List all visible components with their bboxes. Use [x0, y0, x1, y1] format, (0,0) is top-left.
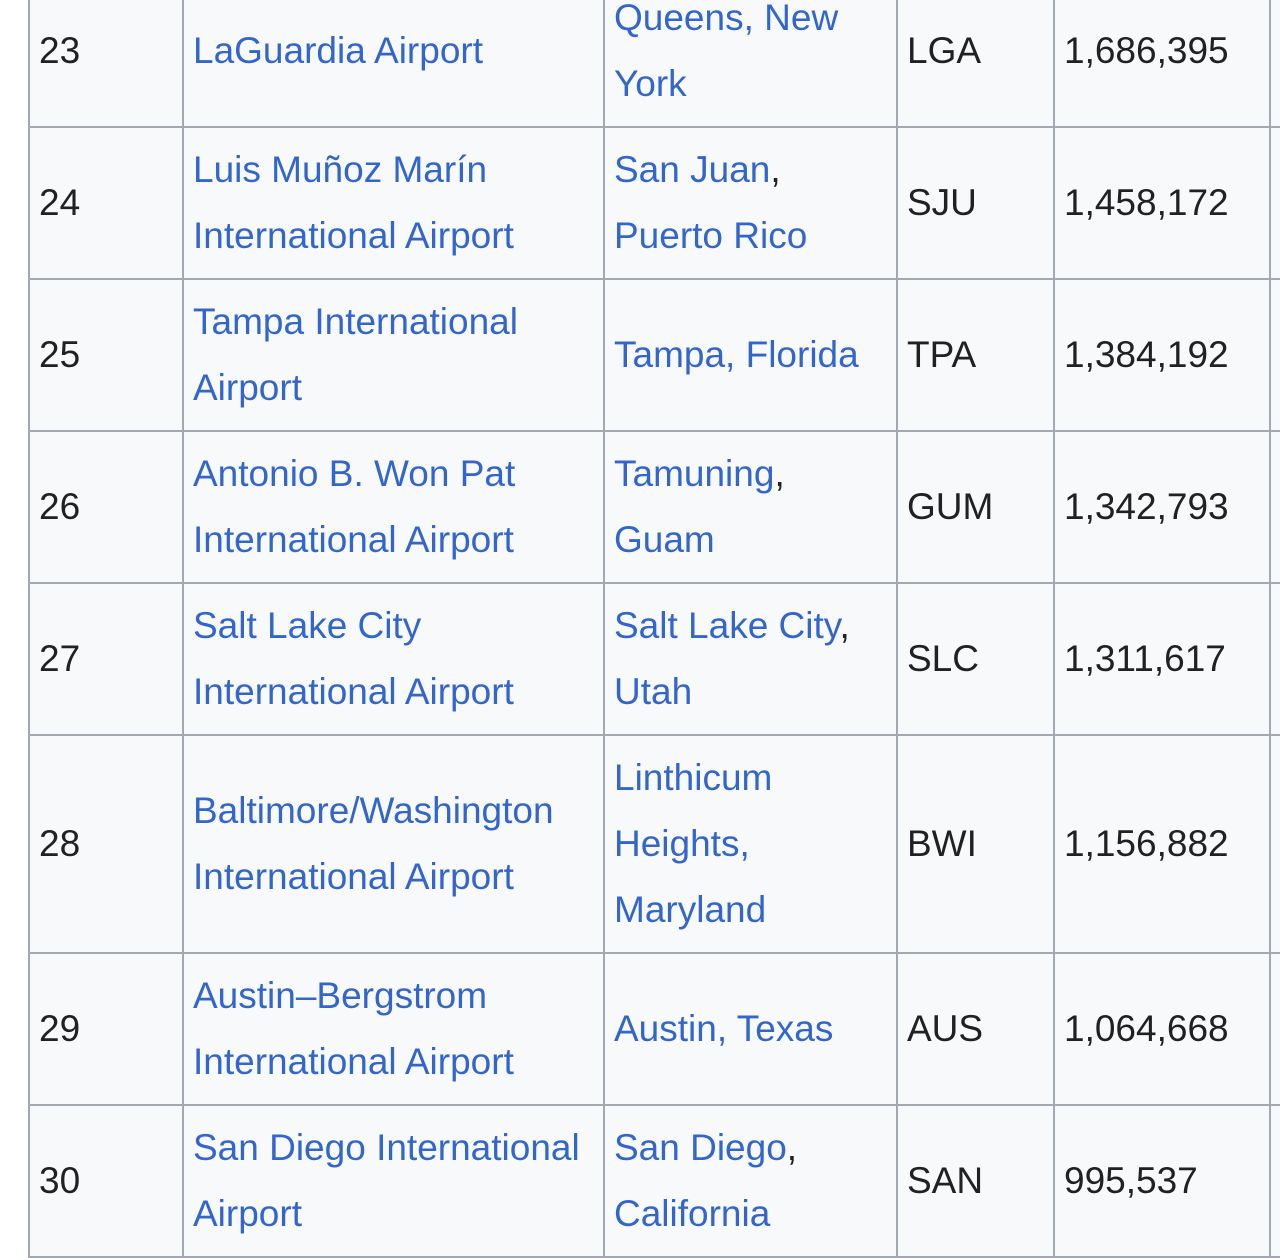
- airport-link[interactable]: San Diego International Airport: [193, 1127, 580, 1234]
- iata-code-cell: LGA: [896, 0, 1055, 128]
- passengers-cell: 1,458,172: [1053, 126, 1271, 280]
- location-cell: Tampa, Florida: [603, 278, 898, 432]
- overflow-column-cell: [1269, 1104, 1280, 1258]
- airport-cell: Antonio B. Won Pat International Airport: [182, 430, 605, 584]
- location-cell: San Juan, Puerto Rico: [603, 126, 898, 280]
- rank-cell: 28: [28, 734, 184, 954]
- passengers-cell: 1,686,395: [1053, 0, 1271, 128]
- passengers-cell: 1,384,192: [1053, 278, 1271, 432]
- table-body: 23 LaGuardia Airport Queens, New York LGA 1,…: [28, 0, 1280, 1258]
- airport-cell: Luis Muñoz Marín International Airport: [182, 126, 605, 280]
- rank-cell: 25: [28, 278, 184, 432]
- location-link[interactable]: Queens, New York: [614, 0, 839, 104]
- location-separator: ,: [786, 1127, 798, 1168]
- table-row: 25 Tampa International Airport Tampa, Flor…: [28, 278, 1280, 432]
- overflow-column-cell: [1269, 734, 1280, 954]
- iata-code-cell: AUS: [896, 952, 1055, 1106]
- location-region-link[interactable]: California: [614, 1193, 771, 1234]
- iata-code-cell: BWI: [896, 734, 1055, 954]
- location-cell: San Diego, California: [603, 1104, 898, 1258]
- rank-cell: 24: [28, 126, 184, 280]
- airport-cell: San Diego International Airport: [182, 1104, 605, 1258]
- iata-code-cell: GUM: [896, 430, 1055, 584]
- overflow-column-cell: [1269, 278, 1280, 432]
- passengers-cell: 1,311,617: [1053, 582, 1271, 736]
- location-link[interactable]: Tamuning: [614, 453, 775, 494]
- location-region-link[interactable]: Guam: [614, 519, 715, 560]
- airport-link[interactable]: Austin–Bergstrom International Airport: [193, 975, 514, 1082]
- passengers-cell: 1,342,793: [1053, 430, 1271, 584]
- location-separator: ,: [839, 605, 850, 646]
- iata-code-cell: SAN: [896, 1104, 1055, 1258]
- location-link[interactable]: Salt Lake City: [614, 605, 840, 646]
- location-separator: ,: [774, 453, 785, 494]
- airport-link[interactable]: Tampa International Airport: [193, 301, 518, 408]
- iata-code-cell: SLC: [896, 582, 1055, 736]
- airport-link[interactable]: LaGuardia Airport: [193, 30, 484, 71]
- iata-code-cell: SJU: [896, 126, 1055, 280]
- airport-cell: Austin–Bergstrom International Airport: [182, 952, 605, 1106]
- location-cell: Tamuning, Guam: [603, 430, 898, 584]
- iata-code-cell: TPA: [896, 278, 1055, 432]
- airport-table-container: 23 LaGuardia Airport Queens, New York LGA 1,…: [28, 0, 1280, 1258]
- airport-cell: Baltimore/Washington International Airpo…: [182, 734, 605, 954]
- table-row: 26 Antonio B. Won Pat International Airpo…: [28, 430, 1280, 584]
- passengers-cell: 1,064,668: [1053, 952, 1271, 1106]
- location-separator: ,: [770, 149, 781, 190]
- airport-cell: LaGuardia Airport: [182, 0, 605, 128]
- airport-link[interactable]: Salt Lake City International Airport: [193, 605, 514, 712]
- location-cell: Linthicum Heights, Maryland: [603, 734, 898, 954]
- location-link[interactable]: Tampa, Florida: [614, 334, 859, 375]
- table-row: 24 Luis Muñoz Marín International Airport…: [28, 126, 1280, 280]
- location-region-link[interactable]: Puerto Rico: [614, 215, 808, 256]
- rank-cell: 27: [28, 582, 184, 736]
- rank-cell: 26: [28, 430, 184, 584]
- passengers-cell: 995,537: [1053, 1104, 1271, 1258]
- overflow-column-cell: [1269, 430, 1280, 584]
- location-link[interactable]: San Diego: [614, 1127, 787, 1168]
- overflow-column-cell: [1269, 952, 1280, 1106]
- table-row: 27 Salt Lake City International Airport Sa…: [28, 582, 1280, 736]
- airport-link[interactable]: Antonio B. Won Pat International Airport: [193, 453, 516, 560]
- table-row: 29 Austin–Bergstrom International Airport…: [28, 952, 1280, 1106]
- overflow-column-cell: [1269, 582, 1280, 736]
- airport-cell: Salt Lake City International Airport: [182, 582, 605, 736]
- airport-link[interactable]: Baltimore/Washington International Airpo…: [193, 790, 554, 897]
- busiest-airports-table: 23 LaGuardia Airport Queens, New York LGA 1,…: [28, 0, 1280, 1258]
- overflow-column-cell: [1269, 126, 1280, 280]
- table-row: 28 Baltimore/Washington International Air…: [28, 734, 1280, 954]
- location-region-link[interactable]: Utah: [614, 671, 693, 712]
- location-link[interactable]: Linthicum Heights, Maryland: [614, 757, 773, 930]
- location-cell: Salt Lake City, Utah: [603, 582, 898, 736]
- airport-link[interactable]: Luis Muñoz Marín International Airport: [193, 149, 514, 256]
- rank-cell: 30: [28, 1104, 184, 1258]
- location-link[interactable]: Austin, Texas: [614, 1008, 834, 1049]
- table-row: 23 LaGuardia Airport Queens, New York LGA 1,…: [28, 0, 1280, 128]
- location-cell: Austin, Texas: [603, 952, 898, 1106]
- rank-cell: 29: [28, 952, 184, 1106]
- location-link[interactable]: San Juan: [614, 149, 771, 190]
- table-row: 30 San Diego International Airport San Die…: [28, 1104, 1280, 1258]
- passengers-cell: 1,156,882: [1053, 734, 1271, 954]
- location-cell: Queens, New York: [603, 0, 898, 128]
- rank-cell: 23: [28, 0, 184, 128]
- overflow-column-cell: [1269, 0, 1280, 128]
- airport-cell: Tampa International Airport: [182, 278, 605, 432]
